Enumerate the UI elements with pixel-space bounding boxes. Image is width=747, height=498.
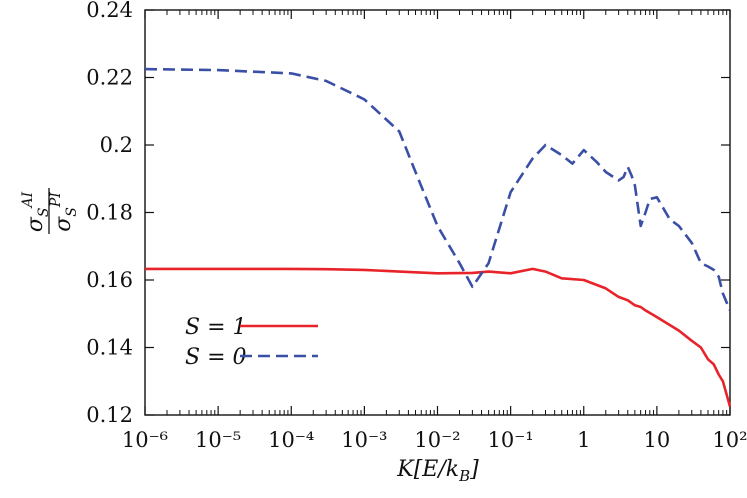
y-axis-label: σSAI σSPI xyxy=(20,188,80,234)
y-tick-label: 0.16 xyxy=(86,268,133,292)
legend-label-s0: S = 0 xyxy=(185,345,247,370)
x-tick-label: 10⁻⁴ xyxy=(268,428,314,452)
x-tick-label: 10² xyxy=(712,428,747,452)
series-line-s0 xyxy=(144,67,732,311)
y-tick-label: 0.24 xyxy=(86,0,133,22)
ticks xyxy=(144,9,731,416)
legend-label-s1: S = 1 xyxy=(185,315,247,340)
x-tick-label: 1 xyxy=(577,428,590,452)
x-tick-label: 10⁻⁶ xyxy=(122,428,168,452)
svg-text:σSPI: σSPI xyxy=(48,192,80,232)
series-layer xyxy=(144,67,732,407)
series-line-s1 xyxy=(145,267,732,407)
y-tick-label: 0.14 xyxy=(86,336,133,360)
x-tick-label: 10⁻² xyxy=(414,428,460,452)
x-tick-label: 10⁻¹ xyxy=(488,428,534,452)
y-tick-label: 0.22 xyxy=(86,66,133,90)
x-tick-label: 10⁻³ xyxy=(341,428,387,452)
tick-labels: 10⁻⁶ 10⁻⁵ 10⁻⁴ 10⁻³ 10⁻² 10⁻¹ 1 10 10² 0.12 0.14 0.… xyxy=(86,0,747,452)
x-axis-label: K[E/kB] xyxy=(396,457,479,485)
y-tick-label: 0.12 xyxy=(86,403,133,427)
legend: S = 1 S = 0 xyxy=(185,315,318,370)
y-tick-label: 0.2 xyxy=(100,133,133,157)
x-tick-label: 10⁻⁵ xyxy=(195,428,241,452)
x-tick-label: 10 xyxy=(644,428,671,452)
y-tick-label: 0.18 xyxy=(86,201,133,225)
